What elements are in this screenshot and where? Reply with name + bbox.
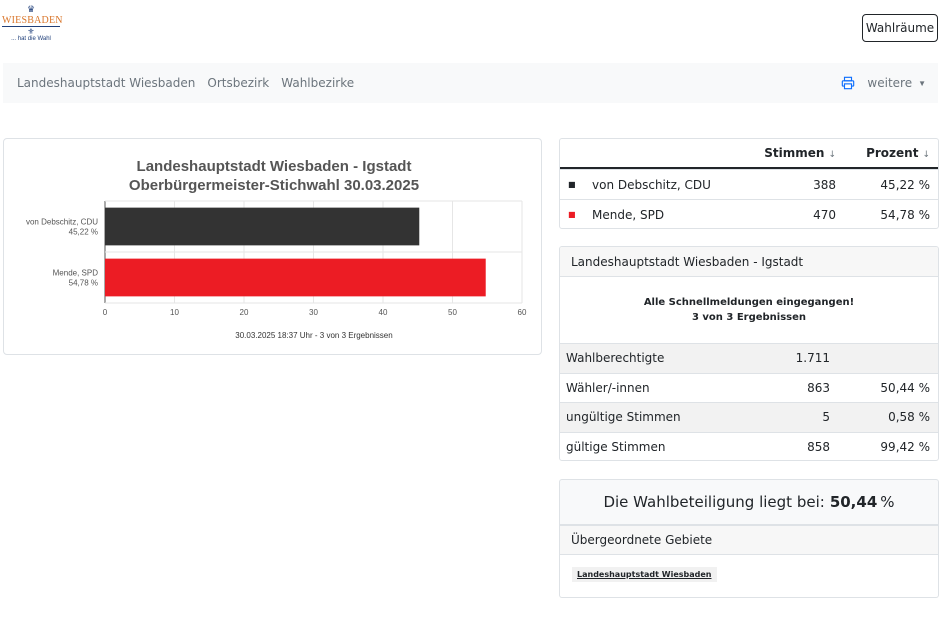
turnout-prefix: Die Wahlbeteiligung liegt bei: (603, 493, 825, 511)
results-table-header: Stimmen ↓ Prozent ↓ (560, 139, 938, 169)
status-count: 3 von 3 Ergebnissen (691, 312, 807, 323)
chart-x-tick-label: 50 (448, 308, 457, 317)
candidate-name: von Debschitz, CDU (592, 177, 711, 192)
result-chart-card: Landeshauptstadt Wiesbaden - Igstadt Obe… (3, 138, 542, 355)
sort-arrow-icon: ↓ (828, 150, 836, 160)
turnout-value: 50,44 (829, 493, 878, 511)
table-row: ■ von Debschitz, CDU 388 45,22 % (560, 169, 938, 199)
chart-x-tick-label: 20 (240, 308, 249, 317)
result-chart: Landeshauptstadt Wiesbaden - Igstadt Obe… (26, 158, 527, 340)
nav-links: Landeshauptstadt Wiesbaden Ortsbezirk Wa… (3, 76, 366, 90)
navbar: Landeshauptstadt Wiesbaden Ortsbezirk Wa… (3, 63, 938, 103)
summary-title: Landeshauptstadt Wiesbaden - Igstadt (560, 247, 938, 277)
printer-icon[interactable] (841, 76, 855, 90)
wiesbaden-logo[interactable]: ♛ WIESBADEN ⚜ ... hat die Wahl (2, 5, 63, 48)
turnout-suffix: % (880, 493, 895, 511)
party-color-marker: ■ (568, 180, 576, 189)
chart-category-label: von Debschitz, CDU (26, 218, 98, 227)
crest-icon: ⚜ (27, 27, 35, 36)
party-color-marker: ■ (568, 210, 576, 219)
parent-area-link[interactable]: Landeshauptstadt Wiesbaden (572, 567, 717, 582)
more-dropdown[interactable]: weitere (867, 76, 913, 90)
chart-bars (105, 207, 486, 297)
chart-bar[interactable] (105, 258, 486, 297)
chart-x-tick-label: 30 (309, 308, 318, 317)
nav-right: weitere ▼ (841, 76, 938, 90)
nav-link-ortsbezirk[interactable]: Ortsbezirk (207, 76, 270, 90)
chart-bar[interactable] (105, 207, 420, 246)
status-line: Alle Schnellmeldungen eingegangen! (643, 297, 855, 308)
status-block: Alle Schnellmeldungen eingegangen! 3 von… (560, 277, 938, 343)
table-row: Wähler/-innen 863 50,44 % (560, 372, 938, 403)
wahlraeume-button[interactable]: Wahlräume (862, 14, 938, 42)
chart-x-tick-label: 10 (170, 308, 179, 317)
crown-icon: ♛ (26, 5, 36, 15)
chart-value-label: 54,78 % (69, 279, 98, 288)
parent-areas-card: Übergeordnete Gebiete Landeshauptstadt W… (559, 525, 939, 598)
table-row: ungültige Stimmen 5 0,58 % (560, 402, 938, 432)
table-row: Wahlberechtigte 1.711 (560, 343, 938, 373)
parent-areas-title: Übergeordnete Gebiete (560, 525, 938, 555)
chart-subtitle: Oberbürgermeister-Stichwahl 30.03.2025 (129, 177, 419, 194)
summary-card: Landeshauptstadt Wiesbaden - Igstadt All… (559, 246, 939, 461)
candidate-percent: 54,78 % (880, 207, 930, 222)
logo-wordmark: WIESBADEN (2, 15, 63, 27)
candidate-votes: 470 (813, 207, 836, 222)
turnout-banner: Die Wahlbeteiligung liegt bei: 50,44 % (559, 479, 939, 525)
nav-link-landeshauptstadt[interactable]: Landeshauptstadt Wiesbaden (17, 76, 196, 90)
chart-category-label: Mende, SPD (53, 269, 99, 278)
candidate-votes: 388 (813, 177, 836, 192)
chart-x-ticks: 0 10 20 30 40 50 60 (103, 308, 527, 317)
chart-value-label: 45,22 % (69, 228, 98, 237)
sort-arrow-icon: ↓ (922, 150, 930, 160)
chart-x-tick-label: 60 (518, 308, 527, 317)
logo-tagline: ... hat die Wahl (11, 36, 51, 42)
chart-x-tick-label: 0 (103, 308, 108, 317)
candidate-name: Mende, SPD (592, 207, 665, 222)
results-table: Stimmen ↓ Prozent ↓ ■ von Debschitz, CDU 3… (559, 138, 939, 229)
nav-link-wahlbezirke[interactable]: Wahlbezirke (281, 76, 355, 90)
chart-footer: 30.03.2025 18:37 Uhr - 3 von 3 Ergebniss… (235, 331, 392, 340)
chart-x-tick-label: 40 (379, 308, 388, 317)
chevron-down-icon[interactable]: ▼ (918, 78, 926, 88)
chart-title: Landeshauptstadt Wiesbaden - Igstadt (137, 158, 412, 175)
votes-column-header[interactable]: Stimmen ↓ (764, 146, 836, 160)
table-row: ■ Mende, SPD 470 54,78 % (560, 199, 938, 228)
candidate-percent: 45,22 % (880, 177, 930, 192)
table-row: gültige Stimmen 858 99,42 % (560, 431, 938, 461)
percent-column-header[interactable]: Prozent ↓ (866, 146, 930, 160)
